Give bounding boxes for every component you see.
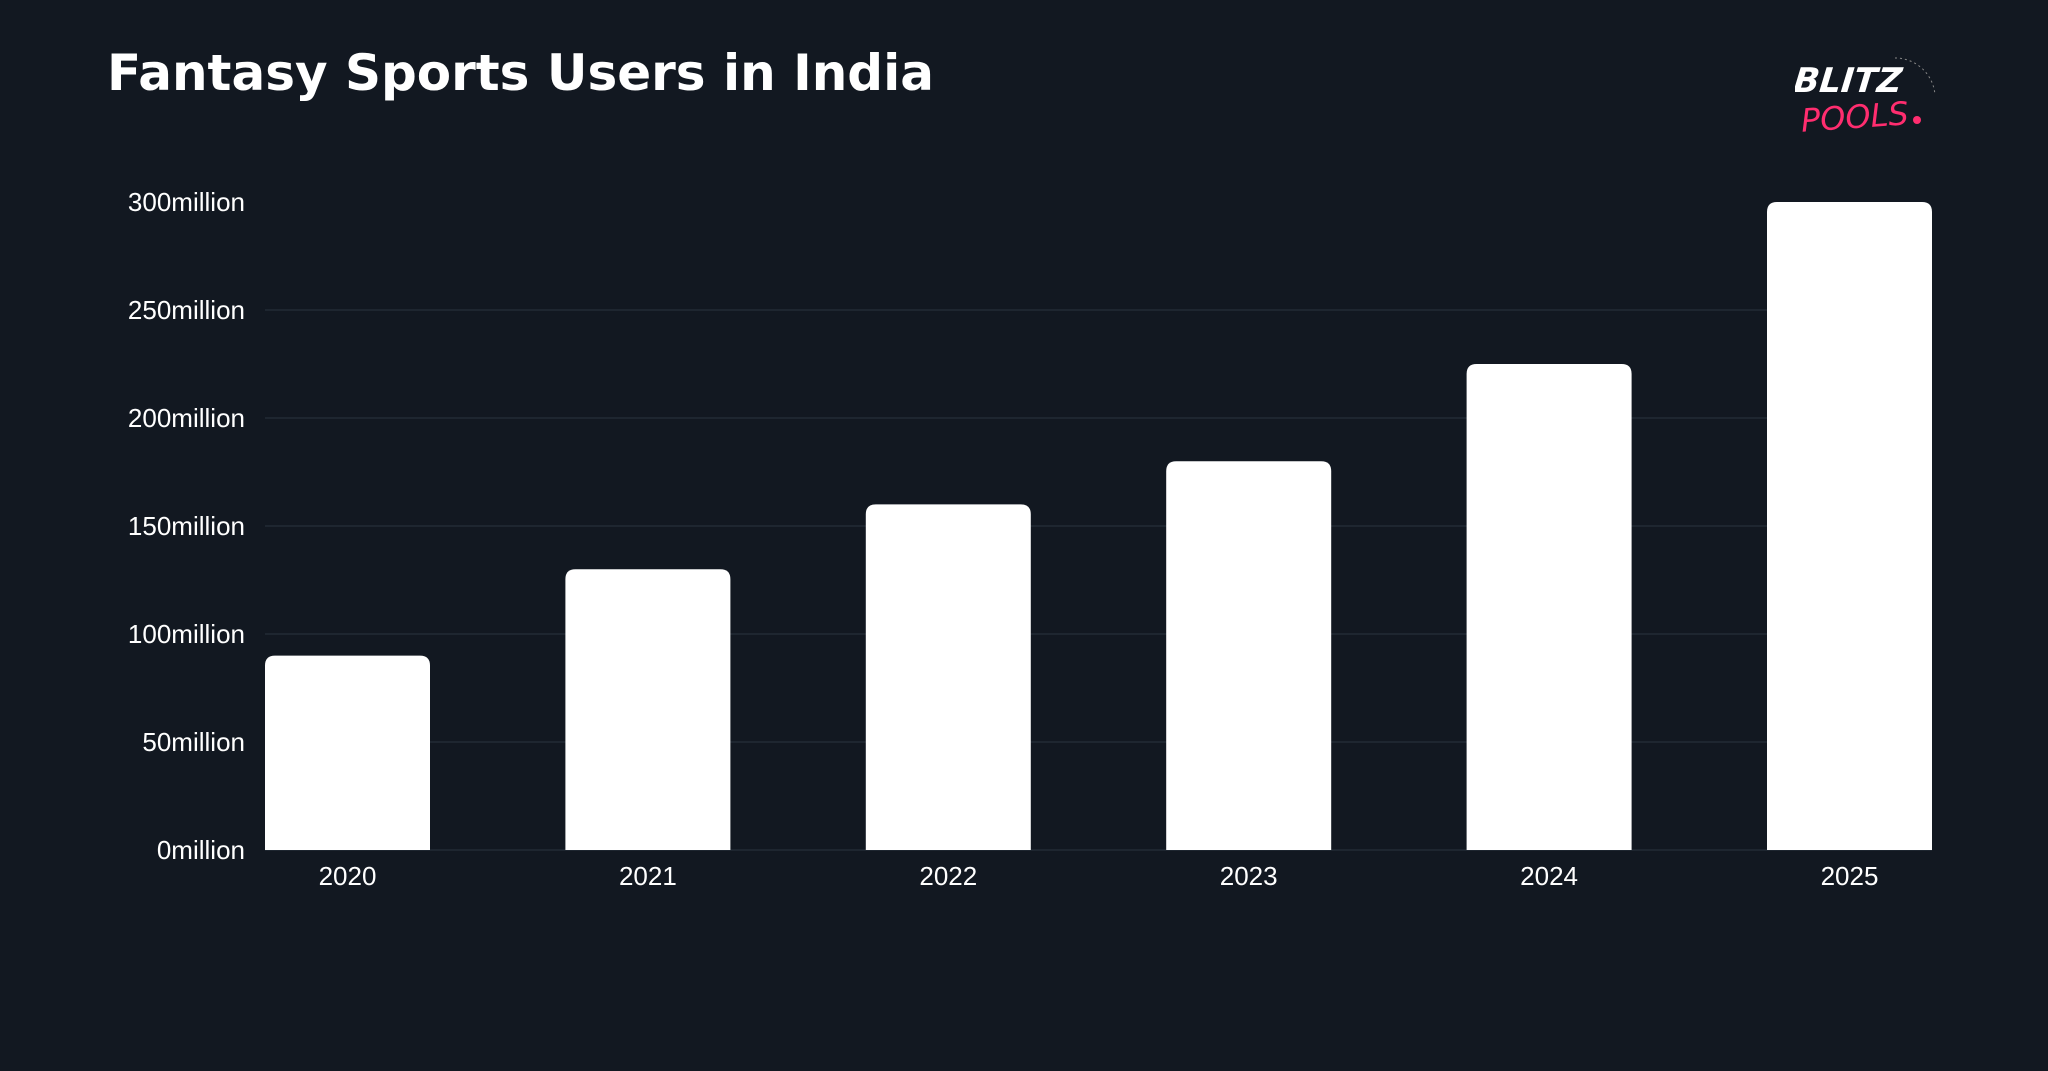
y-tick-label: 50million bbox=[142, 727, 245, 757]
svg-text:BLITZ: BLITZ bbox=[1795, 61, 1905, 101]
chart-title: Fantasy Sports Users in India bbox=[107, 44, 934, 102]
x-tick-label: 2023 bbox=[1220, 861, 1278, 891]
bar-2021 bbox=[565, 569, 731, 850]
x-tick-label: 2020 bbox=[319, 861, 377, 891]
y-tick-label: 100million bbox=[128, 619, 245, 649]
x-tick-label: 2024 bbox=[1520, 861, 1578, 891]
y-tick-label: 200million bbox=[128, 403, 245, 433]
y-tick-label: 250million bbox=[128, 295, 245, 325]
bar-2022 bbox=[865, 504, 1031, 850]
blitz-pools-logo: BLITZ POOLS bbox=[1792, 50, 1945, 140]
x-tick-label: 2025 bbox=[1821, 861, 1879, 891]
bar-2020 bbox=[265, 655, 430, 850]
x-tick-label: 2021 bbox=[619, 861, 677, 891]
bar-2025 bbox=[1767, 202, 1932, 850]
bar-2024 bbox=[1466, 364, 1632, 850]
y-tick-label: 150million bbox=[128, 511, 245, 541]
svg-text:POOLS: POOLS bbox=[1800, 94, 1910, 139]
y-tick-label: 300million bbox=[128, 187, 245, 217]
y-tick-label: 0million bbox=[157, 835, 245, 865]
bar-2023 bbox=[1166, 461, 1332, 850]
x-tick-label: 2022 bbox=[919, 861, 977, 891]
